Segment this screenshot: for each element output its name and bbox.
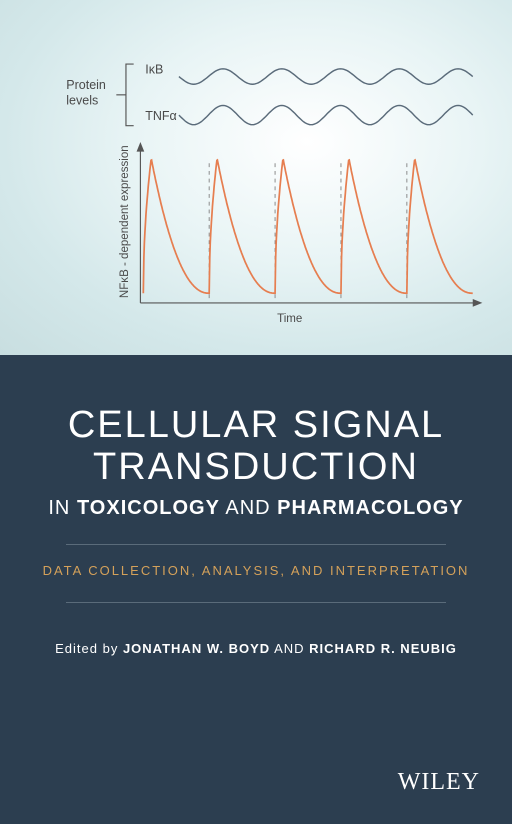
editors: Edited by JONATHAN W. BOYD AND RICHARD R…: [55, 641, 457, 656]
protein-bracket: [116, 64, 133, 126]
book-cover: Protein levels IκB TNFα NFκB - dependent…: [0, 0, 512, 824]
publisher-logo: WILEY: [398, 769, 480, 796]
editors-mid: AND: [270, 641, 309, 656]
divider-top: [66, 544, 446, 545]
chart-svg: Protein levels IκB TNFα NFκB - dependent…: [20, 30, 492, 335]
x-axis-arrow: [473, 299, 483, 307]
subtitle-word1: TOXICOLOGY: [77, 497, 220, 519]
title-line-1: CELLULAR SIGNAL: [68, 405, 444, 447]
editors-prefix: Edited by: [55, 641, 123, 656]
tnfa-label: TNFα: [145, 109, 177, 123]
x-axis-label: Time: [277, 313, 302, 325]
divider-bottom: [66, 602, 446, 603]
y-axis-arrow: [137, 142, 145, 152]
subtitle-mid: AND: [220, 497, 277, 519]
title-line-2: TRANSDUCTION: [93, 447, 419, 489]
chart-panel: Protein levels IκB TNFα NFκB - dependent…: [0, 0, 512, 355]
y-axis-label: NFκB - dependent expression: [119, 145, 131, 298]
editor-2: RICHARD R. NEUBIG: [309, 641, 457, 656]
subtitle-word2: PHARMACOLOGY: [277, 497, 463, 519]
dashed-guides: [209, 163, 407, 301]
subtitle-prefix: IN: [48, 497, 77, 519]
protein-levels-label-1: Protein: [66, 78, 106, 92]
protein-levels-label-2: levels: [66, 93, 98, 107]
tagline: DATA COLLECTION, ANALYSIS, AND INTERPRET…: [43, 563, 470, 578]
ikb-label: IκB: [145, 63, 163, 77]
ikb-wave: [179, 69, 473, 84]
title-panel: CELLULAR SIGNAL TRANSDUCTION IN TOXICOLO…: [0, 355, 512, 824]
editor-1: JONATHAN W. BOYD: [123, 641, 270, 656]
tnfa-wave: [179, 105, 473, 124]
subtitle: IN TOXICOLOGY AND PHARMACOLOGY: [48, 497, 463, 520]
nfkb-oscillation: [143, 160, 472, 293]
